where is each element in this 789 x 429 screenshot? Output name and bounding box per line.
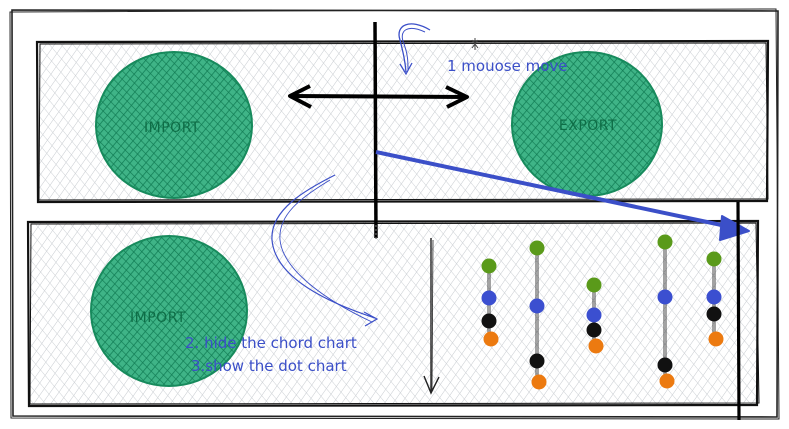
dot-orange [659, 373, 675, 389]
hide-show-arrow [271, 174, 379, 327]
dot-blue [481, 290, 497, 306]
dot-column [481, 258, 499, 347]
dot-black [706, 306, 722, 322]
dot-black [586, 322, 602, 338]
import-node-bottom: IMPORT [90, 235, 248, 387]
dot-blue [657, 289, 673, 305]
export-node-top: EXPORT [511, 51, 663, 197]
cursor-icon [471, 38, 479, 50]
import-node-top: IMPORT [95, 51, 253, 199]
cursor-line-bottom [736, 201, 741, 421]
hide-chord-note: 2. hide the chord chart [185, 334, 357, 352]
dot-green [481, 258, 497, 274]
dot-black [481, 313, 497, 329]
export-label-top: EXPORT [559, 118, 617, 134]
import-label-top: IMPORT [144, 120, 200, 136]
dot-blue [529, 298, 545, 314]
cursor-line [373, 21, 378, 240]
transition-arrow [375, 150, 750, 241]
dot-orange [588, 338, 604, 354]
dot-green [529, 240, 545, 256]
mouse-move-note: 1 mouose move [447, 57, 568, 75]
dot-green [586, 277, 602, 293]
dot-column [586, 277, 604, 354]
mouse-move-arrow [398, 23, 431, 76]
dot-black [657, 357, 673, 373]
scroll-down-arrow-icon [423, 238, 440, 395]
dot-column [706, 251, 724, 347]
dot-orange [483, 331, 499, 347]
dot-column [529, 240, 547, 390]
dot-green [706, 251, 722, 267]
dot-green [657, 234, 673, 250]
import-label-bottom: IMPORT [130, 310, 186, 326]
show-dot-note: 3.show the dot chart [191, 357, 347, 375]
dot-blue [586, 307, 602, 323]
dot-orange [708, 331, 724, 347]
dot-blue [706, 289, 722, 305]
dot-black [529, 353, 545, 369]
double-arrow-icon [288, 84, 469, 109]
dot-chart [481, 234, 724, 390]
outer-frame [9, 8, 780, 420]
dot-orange [531, 374, 547, 390]
dot-column [657, 234, 675, 389]
